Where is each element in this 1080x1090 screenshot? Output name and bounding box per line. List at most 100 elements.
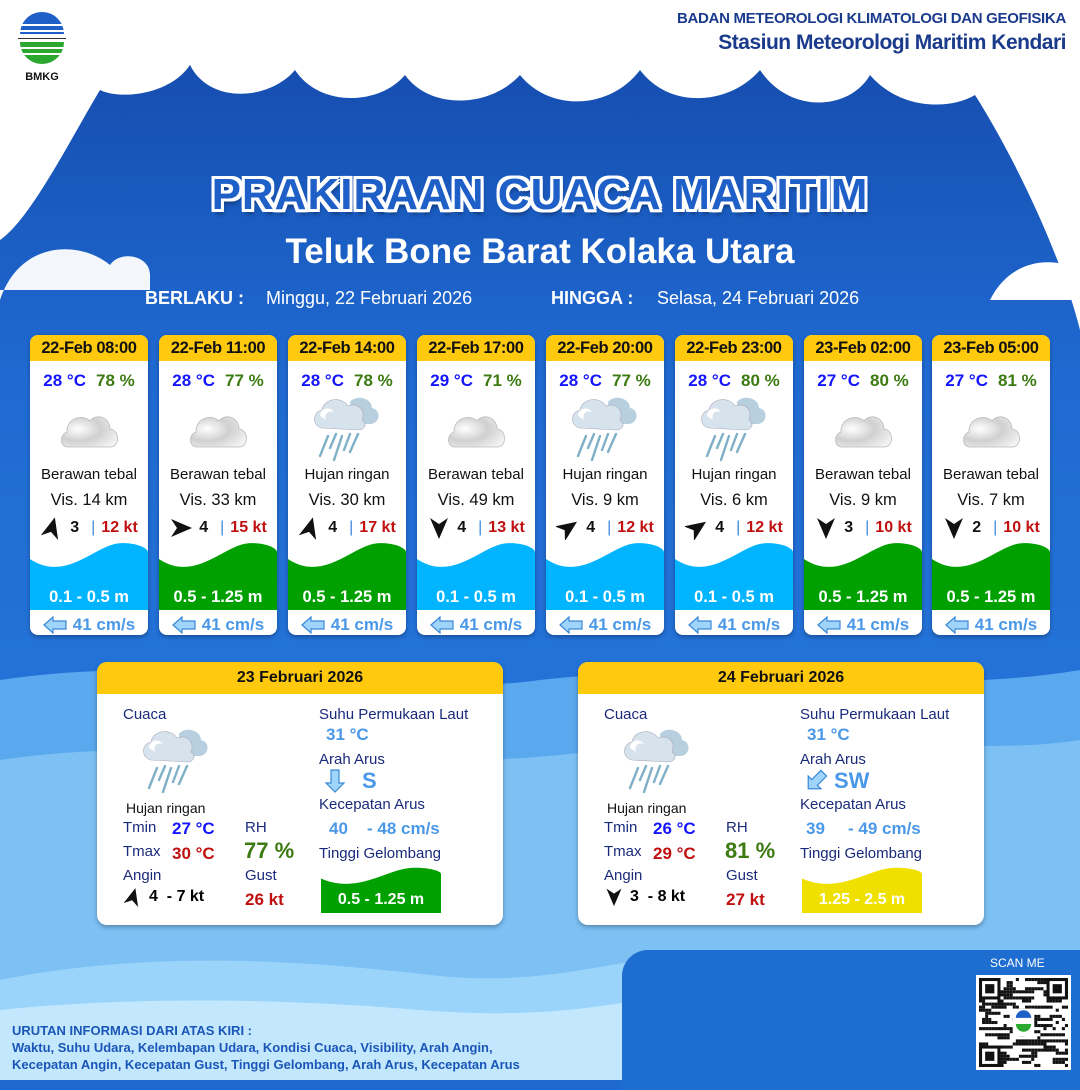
air-temperature: 28 °C (301, 371, 344, 390)
divider: | (349, 519, 354, 536)
current-direction-arrow-icon (171, 616, 196, 634)
sst-value: 31 °C (326, 725, 369, 744)
weather-condition: Berawan tebal (428, 466, 524, 483)
current-direction-arrow-icon (324, 769, 346, 793)
current-speed: 41 cm/s (72, 615, 136, 634)
current-speed-min: 39 (806, 819, 825, 838)
bmkg-logo: BMKG (14, 12, 70, 83)
forecast-time: 22-Feb 08:00 (30, 335, 148, 361)
rain-icon (701, 397, 766, 461)
gust-label: Gust (726, 867, 758, 884)
wind-direction-arrow-icon (556, 521, 578, 540)
legend-title: URUTAN INFORMASI DARI ATAS KIRI : (12, 1023, 252, 1038)
humidity: 71 % (482, 371, 522, 390)
area-name: Teluk Bone Barat Kolaka Utara (285, 232, 795, 271)
current-speed: 41 cm/s (974, 615, 1038, 634)
current-direction-arrow-icon (300, 616, 325, 634)
visibility: Vis. 9 km (829, 491, 897, 509)
wave-height-value: 0.5 - 1.25 m (337, 891, 425, 908)
divider: | (91, 519, 96, 536)
wave-height-graphic (30, 543, 148, 610)
current-speed: 41 cm/s (459, 615, 523, 634)
air-temperature: 27 °C (945, 371, 988, 390)
bmkg-logo-icon (18, 12, 66, 64)
wave-height: 0.1 - 0.5 m (694, 588, 774, 606)
divider: | (220, 519, 225, 536)
wind-speed: 4 (457, 519, 467, 536)
current-direction-label: Arah Arus (319, 751, 385, 768)
wind-direction-arrow-icon (685, 521, 707, 540)
organization-name: BADAN METEOROLOGI KLIMATOLOGI DAN GEOFIS… (676, 10, 1066, 27)
divider: | (478, 519, 483, 536)
divider: | (607, 519, 612, 536)
tmax-value: 29 °C (653, 844, 696, 863)
weather-label: Cuaca (123, 706, 167, 723)
daily-date: 23 Februari 2026 (97, 662, 503, 694)
current-speed: 41 cm/s (588, 615, 652, 634)
current-speed-max: - 48 cm/s (367, 819, 440, 838)
station-name: Stasiun Meteorologi Maritim Kendari (718, 31, 1066, 54)
forecast-card: 23-Feb 02:00 27 °C 80 % Berawan tebal Vis… (804, 335, 922, 635)
sst-value: 31 °C (807, 725, 850, 744)
valid-from-label: BERLAKU : (145, 288, 244, 308)
weather-condition: Berawan tebal (41, 466, 137, 483)
current-direction-arrow-icon (807, 769, 828, 790)
forecast-time: 22-Feb 20:00 (546, 335, 664, 361)
valid-to-label: HINGGA : (551, 288, 634, 308)
wind-direction-arrow-icon (430, 518, 449, 539)
humidity: 77 % (611, 371, 651, 390)
air-temperature: 28 °C (43, 371, 86, 390)
tmax-value: 30 °C (172, 844, 215, 863)
gust-speed: 12 kt (617, 519, 654, 536)
logo-text: BMKG (25, 71, 59, 83)
forecast-card: 23-Feb 05:00 27 °C 81 % Berawan tebal Vis… (932, 335, 1050, 635)
gust-speed: 12 kt (746, 519, 783, 536)
current-speed: 41 cm/s (201, 615, 265, 634)
divider: | (736, 519, 741, 536)
forecast-time: 22-Feb 17:00 (417, 335, 535, 361)
wave-height: 0.5 - 1.25 m (302, 588, 392, 606)
rh-value: 77 % (244, 838, 295, 863)
tmin-label: Tmin (123, 819, 157, 836)
weather-condition: Hujan ringan (607, 800, 687, 816)
divider: | (993, 519, 998, 536)
wind-speed: 4 (586, 519, 596, 536)
forecast-card: 22-Feb 20:00 28 °C 77 % Hujan ringan Vis.… (546, 335, 664, 635)
cloudy-icon (963, 415, 1020, 447)
wind-speed: 3 (70, 519, 80, 536)
wind-range: 3 - 8 kt (630, 888, 686, 905)
daily-forecast-panel: 24 Februari 2026 Cuaca Hujan ringan Tmin… (578, 662, 984, 925)
rh-label: RH (726, 819, 748, 836)
gust-value: 27 kt (726, 890, 765, 909)
weather-condition: Hujan ringan (562, 466, 648, 483)
gust-value: 26 kt (245, 890, 284, 909)
wind-direction-arrow-icon (606, 888, 622, 907)
wave-height-graphic (417, 543, 535, 610)
organization-header: BADAN METEOROLOGI KLIMATOLOGI DAN GEOFIS… (676, 10, 1067, 55)
humidity: 81 % (997, 371, 1037, 390)
qr-code[interactable] (976, 975, 1071, 1070)
rain-icon (314, 397, 379, 461)
wind-label: Angin (604, 867, 643, 884)
rh-value: 81 % (725, 838, 776, 863)
current-direction-value: SW (834, 768, 870, 793)
wave-height-graphic (804, 543, 922, 610)
current-direction-arrow-icon (429, 616, 454, 634)
wind-range: 4 - 7 kt (149, 888, 205, 905)
page-title: PRAKIRAAN CUACA MARITIM (211, 170, 869, 219)
scan-me-label: SCAN ME (990, 956, 1045, 970)
humidity: 80 % (740, 371, 780, 390)
gust-speed: 15 kt (230, 519, 267, 536)
wave-height-graphic (802, 867, 922, 913)
current-direction-arrow-icon (42, 616, 67, 634)
current-direction-value: S (362, 768, 377, 793)
cloudy-icon (61, 415, 118, 447)
air-temperature: 28 °C (559, 371, 602, 390)
current-direction-arrow-icon (687, 616, 712, 634)
current-speed: 41 cm/s (330, 615, 394, 634)
wave-height-graphic (159, 543, 277, 610)
tmin-value: 27 °C (172, 819, 215, 838)
forecast-card: 22-Feb 23:00 28 °C 80 % Hujan ringan Vis.… (675, 335, 793, 635)
forecast-time: 22-Feb 23:00 (675, 335, 793, 361)
wave-height-label: Tinggi Gelombang (800, 845, 923, 862)
